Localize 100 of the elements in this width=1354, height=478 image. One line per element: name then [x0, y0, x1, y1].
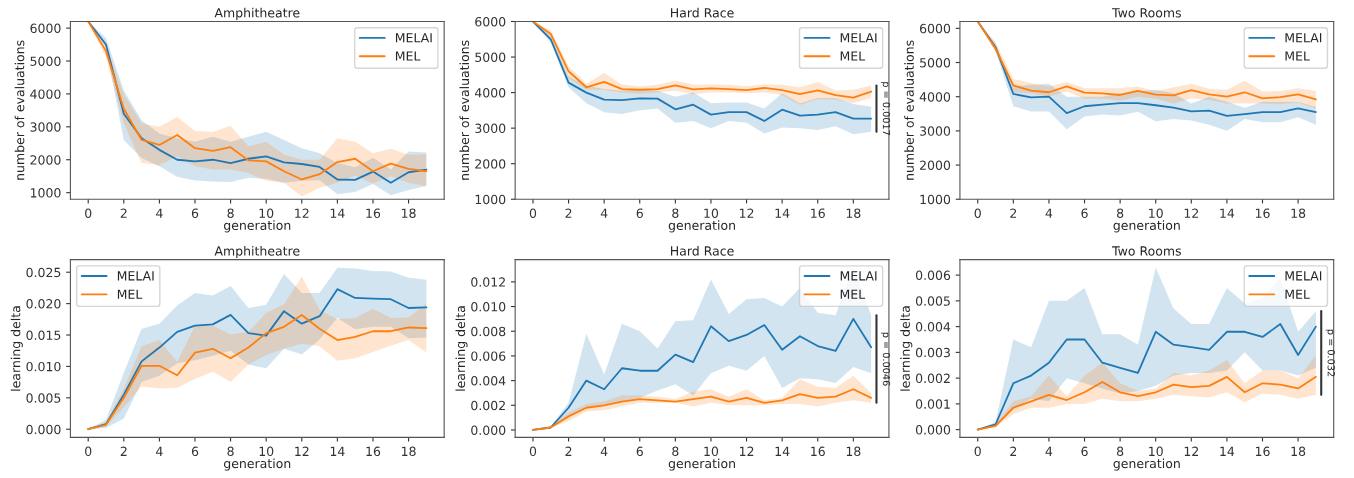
- x-tick-label: 0: [529, 208, 537, 218]
- x-tick-label: 12: [295, 446, 309, 456]
- x-tick-label: 8: [1116, 208, 1124, 218]
- y-tick-label: 2000: [920, 160, 951, 170]
- y-tick-label: 0.004: [471, 376, 506, 386]
- y-tick-label: 4000: [919, 92, 951, 102]
- x-tick-label: 12: [739, 446, 754, 456]
- y-tick-label: 4000: [474, 88, 506, 98]
- x-tick-label: 0: [974, 208, 981, 218]
- x-tick-label: 0: [974, 446, 981, 457]
- x-tick-label: 8: [672, 208, 679, 218]
- x-tick-label: 16: [811, 208, 825, 218]
- y-tick-label: 0.015: [26, 330, 61, 340]
- x-tick-label: 10: [259, 208, 274, 218]
- x-tick-label: 14: [1220, 208, 1235, 218]
- legend-label: MEL: [1285, 51, 1310, 61]
- y-tick-label: 0.000: [915, 425, 951, 435]
- legend-label: MELAI: [395, 33, 432, 43]
- x-tick-label: 8: [227, 208, 234, 218]
- y-tick-label: 0.005: [915, 296, 950, 306]
- x-tick-label: 18: [401, 208, 416, 218]
- x-tick-label: 2: [565, 208, 572, 218]
- x-tick-label: 12: [739, 208, 754, 218]
- y-tick-label: 0.010: [26, 361, 61, 372]
- chart-title: Amphitheatre: [214, 245, 300, 259]
- chart-title: Hard Race: [671, 7, 734, 18]
- y-tick-label: 0.006: [471, 351, 506, 361]
- x-tick-label: 10: [1149, 208, 1163, 218]
- y-tick-label: 5000: [920, 57, 951, 68]
- x-tick-label: 8: [227, 446, 234, 457]
- annotation: p = 0.032: [1325, 329, 1335, 377]
- legend-label: MELAI: [117, 271, 154, 281]
- y-tick-label: 3000: [30, 122, 61, 132]
- legend-label: MEL: [840, 51, 866, 61]
- line-series: [976, 375, 1317, 431]
- legend-label: MEL: [840, 289, 866, 299]
- x-tick-label: 18: [846, 446, 861, 457]
- x-tick-label: 14: [775, 446, 790, 456]
- x-tick-label: 10: [704, 446, 719, 457]
- x-tick-label: 16: [366, 208, 381, 218]
- x-tick-label: 12: [1184, 208, 1199, 218]
- x-axis-title: generation: [1113, 458, 1180, 471]
- y-tick-label: 5000: [475, 52, 506, 62]
- y-tick-label: 2000: [475, 159, 506, 169]
- y-tick-label: 0.003: [915, 347, 950, 358]
- x-axis-title: generation: [223, 220, 291, 233]
- x-tick-label: 16: [1255, 446, 1270, 457]
- x-tick-label: 6: [1081, 446, 1088, 457]
- legend-label: MELAI: [840, 33, 877, 43]
- x-axis-title: generation: [1113, 220, 1180, 233]
- y-axis-title: learning delta: [900, 306, 913, 391]
- y-tick-label: 0.012: [471, 277, 505, 287]
- y-tick-label: 0.006: [915, 270, 951, 281]
- x-tick-label: 2: [1010, 208, 1017, 218]
- x-tick-label: 16: [1255, 208, 1270, 218]
- legend-label: MELAI: [1285, 271, 1322, 281]
- y-tick-label: 0.000: [26, 424, 61, 435]
- x-axis-title: generation: [668, 220, 735, 233]
- y-axis-title: number of evaluations: [904, 40, 914, 180]
- legend-label: MELAI: [840, 271, 877, 281]
- x-tick-label: 6: [191, 208, 199, 218]
- x-tick-label: 12: [1184, 446, 1199, 456]
- x-tick-label: 16: [366, 446, 381, 457]
- x-tick-label: 6: [636, 208, 643, 218]
- x-tick-label: 18: [1291, 446, 1306, 457]
- x-tick-label: 4: [600, 446, 608, 456]
- y-tick-label: 3000: [475, 123, 506, 134]
- x-tick-label: 2: [120, 208, 127, 218]
- line-series: [976, 323, 1317, 431]
- y-tick-label: 6000: [919, 23, 951, 34]
- legend-label: MEL: [1285, 289, 1310, 299]
- x-tick-label: 0: [85, 208, 92, 218]
- chart-title: Hard Race: [671, 245, 734, 256]
- x-tick-label: 10: [1149, 446, 1163, 457]
- y-tick-label: 0.002: [915, 373, 950, 384]
- y-tick-label: 3000: [920, 126, 951, 136]
- x-tick-label: 4: [600, 208, 608, 218]
- x-tick-label: 2: [1010, 446, 1017, 456]
- y-tick-label: 4000: [30, 89, 61, 99]
- x-tick-label: 8: [1116, 446, 1124, 457]
- x-tick-label: 4: [156, 208, 163, 218]
- chart-title: Amphitheatre: [214, 7, 300, 20]
- y-tick-label: 1000: [475, 194, 506, 205]
- x-tick-label: 0: [529, 446, 537, 457]
- x-tick-label: 10: [704, 208, 719, 218]
- y-axis-title: number of evaluations: [14, 40, 25, 180]
- x-tick-label: 18: [401, 446, 416, 457]
- x-tick-label: 8: [672, 446, 679, 457]
- x-tick-label: 12: [295, 208, 309, 218]
- y-tick-label: 0.001: [915, 399, 950, 409]
- x-tick-label: 16: [811, 446, 825, 457]
- x-tick-label: 0: [85, 446, 92, 457]
- annotation: p = 0.0046: [880, 332, 891, 386]
- x-tick-label: 6: [191, 446, 199, 457]
- legend-label: MEL: [395, 51, 421, 61]
- y-axis-title: number of evaluations: [459, 40, 470, 180]
- y-tick-label: 1000: [30, 188, 61, 198]
- y-tick-label: 0.005: [26, 393, 61, 403]
- y-tick-label: 0.002: [471, 400, 505, 411]
- chart-title: Two Rooms: [1112, 246, 1181, 256]
